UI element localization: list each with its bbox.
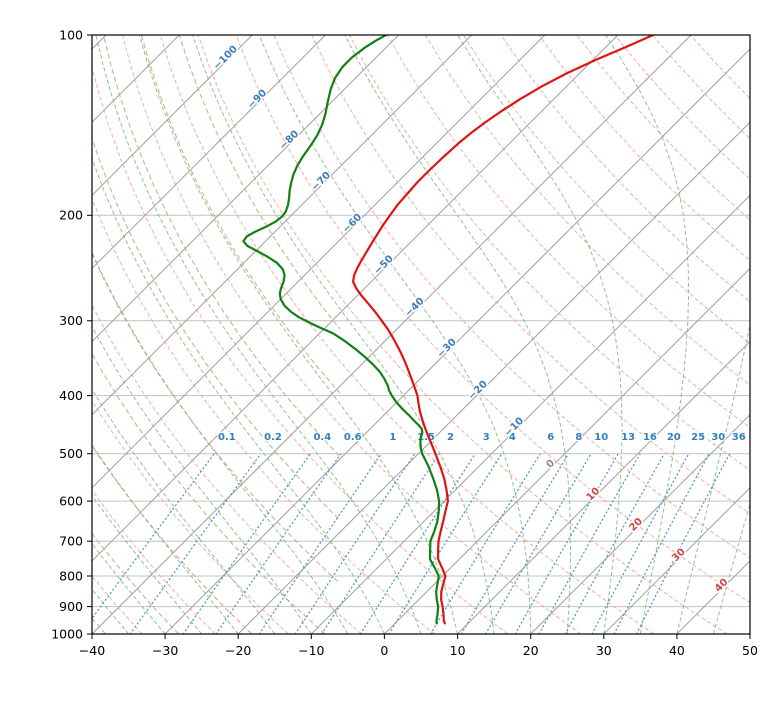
y-axis-ticks: 100 200 300 400 500 600 700 800 900 1000 bbox=[51, 27, 92, 641]
y-tick-label: 800 bbox=[59, 568, 83, 583]
x-axis-ticks: −40 −30 −20 −10 0 10 20 30 40 50 bbox=[79, 634, 758, 658]
dewpoint-curve bbox=[242, 35, 441, 625]
mixing-ratio-label: 0.1 bbox=[218, 432, 236, 443]
mixing-ratio-label: 8 bbox=[575, 432, 582, 443]
x-tick-label: 30 bbox=[596, 643, 612, 658]
y-tick-label: 100 bbox=[59, 27, 83, 42]
y-tick-label: 300 bbox=[59, 313, 83, 328]
x-tick-label: 40 bbox=[669, 643, 685, 658]
mixing-ratio-label: 0.6 bbox=[344, 432, 362, 443]
mixing-ratio-label: 0.2 bbox=[264, 432, 282, 443]
sounding-curves bbox=[242, 35, 655, 625]
mixing-ratio-lines bbox=[92, 453, 731, 634]
x-tick-label: 20 bbox=[523, 643, 539, 658]
temperature-curve bbox=[352, 35, 655, 625]
x-tick-label: −10 bbox=[298, 643, 324, 658]
x-tick-label: 50 bbox=[742, 643, 758, 658]
mixing-ratio-label: 25 bbox=[691, 432, 705, 443]
y-tick-label: 700 bbox=[59, 534, 83, 549]
x-tick-label: 10 bbox=[450, 643, 466, 658]
y-tick-label: 900 bbox=[59, 599, 83, 614]
y-tick-label: 400 bbox=[59, 388, 83, 403]
x-tick-label: −20 bbox=[225, 643, 251, 658]
dry-adiabat-lines bbox=[92, 35, 750, 634]
tan-adiabat-lines bbox=[92, 35, 340, 634]
mixing-ratio-label: 4 bbox=[509, 432, 516, 443]
mixing-ratio-label: 3 bbox=[483, 432, 490, 443]
y-tick-label: 500 bbox=[59, 446, 83, 461]
mixing-ratio-label: 13 bbox=[621, 432, 635, 443]
y-tick-label: 1000 bbox=[51, 626, 83, 641]
x-tick-label: 0 bbox=[380, 643, 388, 658]
y-tick-label: 600 bbox=[59, 493, 83, 508]
plot-border bbox=[91, 34, 751, 635]
mixing-ratio-label: 30 bbox=[711, 432, 725, 443]
mixing-ratio-label: 16 bbox=[643, 432, 657, 443]
mixing-ratio-label: 36 bbox=[732, 432, 746, 443]
y-tick-label: 200 bbox=[59, 208, 83, 223]
x-tick-label: −30 bbox=[152, 643, 178, 658]
moist-adiabat-lines bbox=[92, 35, 750, 634]
mixing-ratio-label: 1 bbox=[389, 432, 396, 443]
mixing-ratio-label: 10 bbox=[594, 432, 608, 443]
x-tick-label: −40 bbox=[79, 643, 105, 658]
mixing-ratio-label: 20 bbox=[667, 432, 681, 443]
mixing-ratio-label: 0.4 bbox=[313, 432, 331, 443]
mixing-ratio-label: 2 bbox=[447, 432, 454, 443]
mixing-ratio-label: 6 bbox=[547, 432, 554, 443]
